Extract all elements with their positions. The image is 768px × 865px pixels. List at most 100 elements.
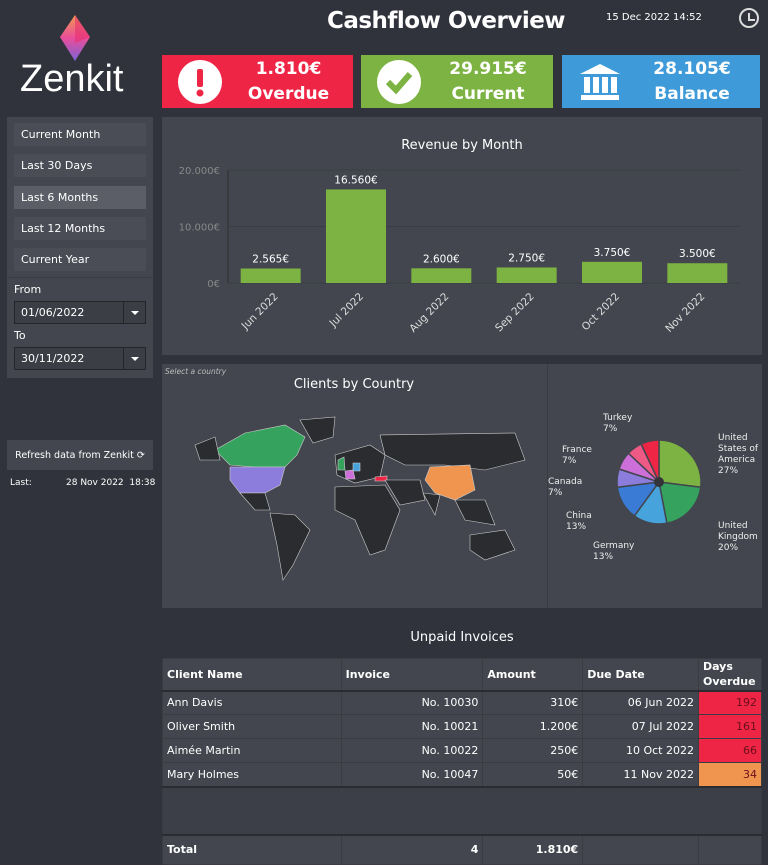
invoices-table: Client Name Invoice Amount Due Date Days… <box>162 658 763 865</box>
invoice-number: No. 10047 <box>340 762 484 787</box>
bar-value-label: 2.565€ <box>252 254 289 266</box>
amount: 50€ <box>482 762 584 787</box>
map-africa <box>334 484 401 556</box>
balance-card: 28.105€ Balance <box>562 55 760 108</box>
map-australia <box>469 529 516 561</box>
x-tick-label: Jun 2022 <box>239 291 281 333</box>
current-datetime: 15 Dec 2022 14:52 <box>606 12 702 23</box>
y-tick-label: 0€ <box>207 279 220 290</box>
last-refresh-value: 28 Nov 2022 18:38 <box>66 478 156 488</box>
invoice-number: No. 10022 <box>340 738 484 763</box>
bar[interactable] <box>411 268 472 283</box>
pie-label: Germany 13% <box>593 541 635 562</box>
preset-last-30-days[interactable]: Last 30 Days <box>14 154 146 177</box>
map-uk <box>337 456 346 471</box>
client-name: Mary Holmes <box>162 762 342 787</box>
client-name: Aimée Martin <box>162 738 342 763</box>
col-client-name[interactable]: Client Name <box>162 658 342 692</box>
revenue-chart-panel <box>162 117 762 355</box>
client-name: Oliver Smith <box>162 714 342 739</box>
check-icon <box>375 58 423 106</box>
preset-current-month[interactable]: Current Month <box>14 123 146 146</box>
bar-value-label: 3.750€ <box>594 247 631 259</box>
days-overdue: 66 <box>697 738 763 763</box>
bar[interactable] <box>582 261 642 283</box>
refresh-label: Refresh data from Zenkit <box>15 450 134 461</box>
x-tick-label: Sep 2022 <box>493 291 537 335</box>
due-date: 11 Nov 2022 <box>582 762 699 787</box>
world-map[interactable] <box>185 415 530 585</box>
pie-label: France 7% <box>562 445 592 466</box>
bar[interactable] <box>240 268 301 283</box>
col-due-date[interactable]: Due Date <box>582 658 699 692</box>
bar[interactable] <box>496 267 557 283</box>
clients-pie-chart: United States of America 27% United Kingdom 20… <box>548 413 759 562</box>
chevron-down-icon[interactable] <box>123 302 145 323</box>
from-date-value: 01/06/2022 <box>21 306 85 319</box>
y-tick-label: 10.000€ <box>179 223 220 234</box>
map-south-america <box>269 512 311 581</box>
exclamation-icon <box>176 58 224 106</box>
client-name: Ann Davis <box>162 690 342 715</box>
last-refresh-label: Last: <box>10 478 32 488</box>
map-france <box>344 469 356 480</box>
invoice-number: No. 10030 <box>340 690 484 715</box>
map-alaska <box>194 436 221 461</box>
page-title: Cashflow Overview <box>326 8 566 34</box>
table-row[interactable]: Aimée Martin No. 10022 250€ 10 Oct 2022 66 <box>162 738 763 763</box>
clock-icon <box>739 8 759 28</box>
bar-value-label: 16.560€ <box>334 174 377 186</box>
bar-value-label: 2.600€ <box>423 253 460 265</box>
map-germany <box>352 462 361 472</box>
preset-current-year[interactable]: Current Year <box>14 248 146 271</box>
pie-slice[interactable] <box>658 439 702 489</box>
refresh-icon: ⟳ <box>136 450 145 461</box>
pie-slice[interactable] <box>658 481 702 525</box>
total-amount: 1.810€ <box>482 833 584 865</box>
table-row[interactable]: Mary Holmes No. 10047 50€ 11 Nov 2022 34 <box>162 762 763 787</box>
refresh-button[interactable]: Refresh data from Zenkit ⟳ <box>7 440 153 470</box>
due-date: 06 Jun 2022 <box>582 690 699 715</box>
bank-icon <box>576 58 624 106</box>
days-overdue: 192 <box>697 690 763 715</box>
invoice-number: No. 10021 <box>340 714 484 739</box>
revenue-chart-title: Revenue by Month <box>401 138 523 153</box>
bar[interactable] <box>667 263 728 283</box>
bar[interactable] <box>326 189 386 283</box>
bar-value-label: 2.750€ <box>508 252 545 264</box>
table-row[interactable]: Ann Davis No. 10030 310€ 06 Jun 2022 192 <box>162 690 763 715</box>
due-date: 07 Jul 2022 <box>582 714 699 739</box>
logo-text: Zenkit <box>20 58 124 100</box>
from-date-select[interactable]: 01/06/2022 <box>14 301 146 324</box>
amount: 1.200€ <box>482 714 584 739</box>
overdue-label: Overdue <box>247 83 330 104</box>
balance-label: Balance <box>654 83 730 104</box>
to-label: To <box>14 329 26 342</box>
amount: 310€ <box>482 690 584 715</box>
total-label: Total <box>162 833 342 865</box>
overdue-value: 1.810€ <box>255 58 322 79</box>
col-days-overdue[interactable]: Days Overdue <box>697 658 763 692</box>
chevron-down-icon[interactable] <box>123 348 145 369</box>
current-label: Current <box>451 83 525 104</box>
map-russia-asia <box>379 432 526 471</box>
days-overdue: 161 <box>697 714 763 739</box>
map-greenland <box>299 416 336 444</box>
overdue-card: 1.810€ Overdue <box>162 55 353 108</box>
x-tick-label: Nov 2022 <box>663 291 707 335</box>
pie-label: United States of America 27% <box>718 433 759 476</box>
current-card: 29.915€ Current <box>361 55 553 108</box>
table-row[interactable]: Oliver Smith No. 10021 1.200€ 07 Jul 2022 16… <box>162 714 763 739</box>
pie-slice[interactable] <box>640 439 660 483</box>
map-canada <box>214 424 306 468</box>
col-amount[interactable]: Amount <box>482 658 584 692</box>
map-mexico <box>239 492 271 511</box>
map-hint: Select a country <box>165 367 227 376</box>
preset-last-12-months[interactable]: Last 12 Months <box>14 217 146 240</box>
preset-last-6-months[interactable]: Last 6 Months <box>14 186 146 209</box>
total-count: 4 <box>340 833 484 865</box>
to-date-select[interactable]: 30/11/2022 <box>14 347 146 370</box>
col-invoice[interactable]: Invoice <box>340 658 484 692</box>
pie-label: Canada 7% <box>548 477 582 498</box>
y-tick-label: 20.000€ <box>179 166 220 177</box>
